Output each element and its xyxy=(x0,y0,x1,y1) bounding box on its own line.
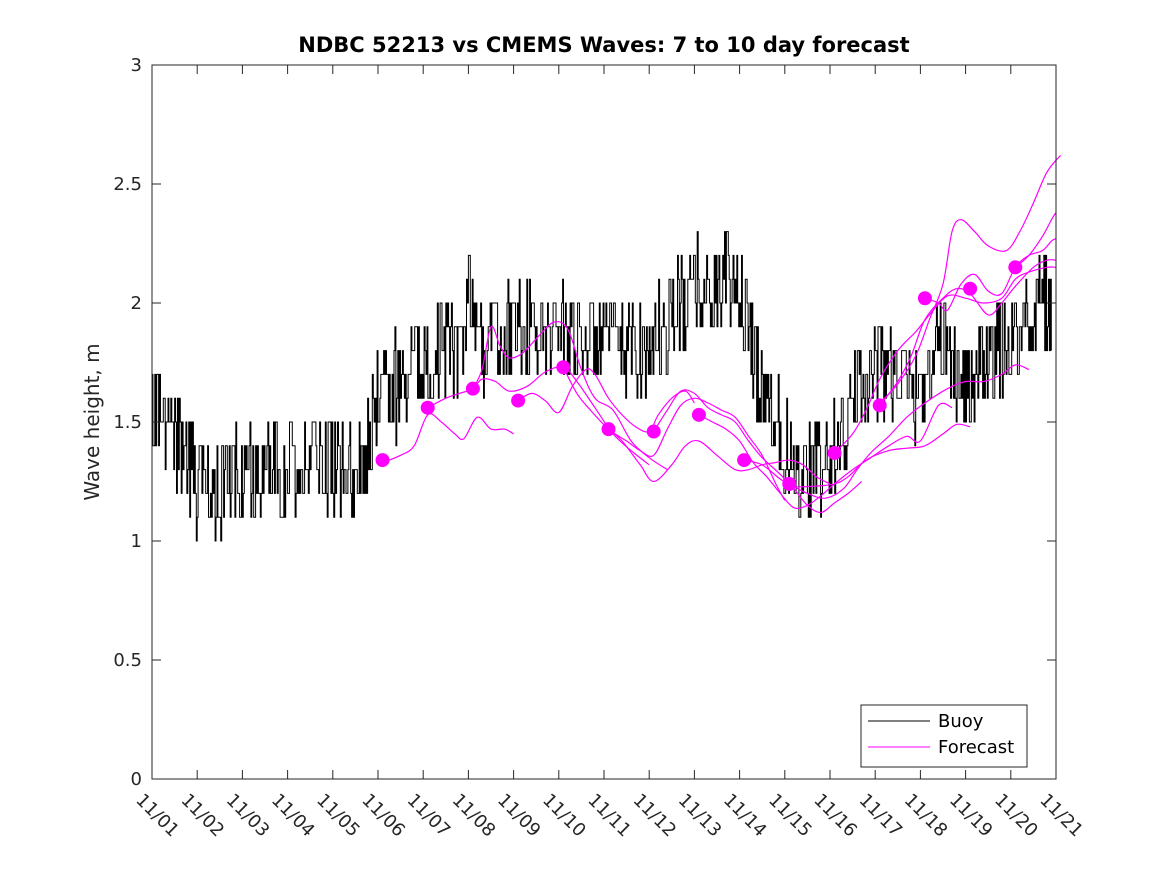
legend-label-buoy: Buoy xyxy=(938,711,984,732)
forecast-marker xyxy=(782,476,797,491)
y-axis-label: Wave height, m xyxy=(80,343,104,500)
legend-box xyxy=(860,704,1028,768)
y-tick-label: 1.5 xyxy=(113,412,142,433)
forecast-marker xyxy=(691,407,706,422)
forecast-marker xyxy=(465,381,480,396)
y-tick-label: 0 xyxy=(131,769,142,790)
forecast-line xyxy=(382,413,514,464)
forecast-line xyxy=(834,266,1057,454)
forecast-line xyxy=(472,321,668,471)
forecast-lines xyxy=(382,155,1061,514)
y-tick-label: 2 xyxy=(131,293,142,314)
forecast-marker xyxy=(420,400,435,415)
y-tick-label: 3 xyxy=(131,55,142,76)
forecast-marker xyxy=(917,291,932,306)
forecast-marker xyxy=(872,398,887,413)
y-tick-label: 1 xyxy=(131,531,142,552)
forecast-marker xyxy=(963,281,978,296)
forecast-marker xyxy=(1008,260,1023,275)
forecast-line xyxy=(698,402,953,510)
forecast-marker xyxy=(827,445,842,460)
legend-label-forecast: Forecast xyxy=(938,737,1014,758)
forecast-line xyxy=(789,364,1030,499)
chart-title: NDBC 52213 vs CMEMS Waves: 7 to 10 day f… xyxy=(298,33,909,57)
forecast-line xyxy=(1014,212,1057,268)
buoy-line xyxy=(152,231,1052,542)
forecast-line xyxy=(562,367,786,501)
forecast-line xyxy=(608,428,831,485)
y-tick-label: 2.5 xyxy=(113,174,142,195)
forecast-marker xyxy=(511,393,526,408)
buoy-series xyxy=(152,231,1052,542)
forecast-marker xyxy=(556,360,571,375)
forecast-marker xyxy=(375,453,390,468)
forecast-line xyxy=(517,368,695,433)
y-axis: 0 0.5 1 1.5 2 2.5 3 xyxy=(113,55,1056,790)
legend: Buoy Forecast xyxy=(860,704,1028,768)
forecast-line xyxy=(879,155,1061,404)
forecast-line xyxy=(924,238,1057,312)
forecast-marker xyxy=(601,422,616,437)
forecast-markers xyxy=(375,260,1023,491)
forecast-marker xyxy=(646,424,661,439)
forecast-marker xyxy=(737,453,752,468)
forecast-line xyxy=(653,389,863,514)
y-tick-label: 0.5 xyxy=(113,650,142,671)
forecast-line xyxy=(743,423,971,488)
